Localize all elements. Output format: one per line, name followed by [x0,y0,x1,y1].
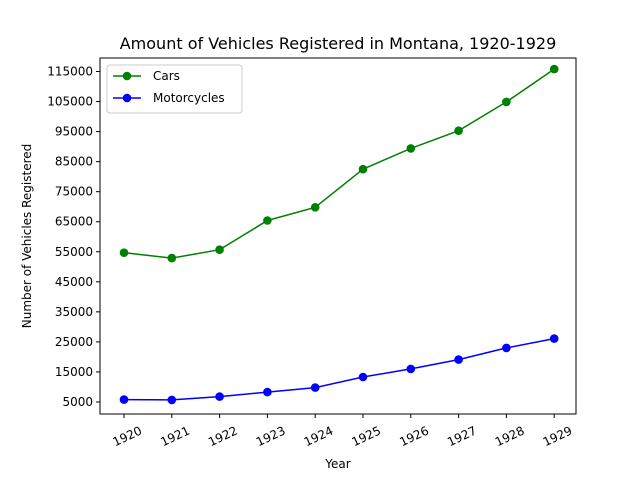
series-line-motorcycles [123,337,555,401]
y-tick-label-85000: 85000 [55,155,93,169]
data-point-motorcycles-1922 [215,392,224,401]
y-tick-label-15000: 15000 [55,365,93,379]
y-tick-label-45000: 45000 [55,275,93,289]
data-point-cars-1920 [119,248,129,257]
y-tick-label-65000: 65000 [55,215,93,229]
legend-label-cars: Cars [153,69,180,83]
data-point-cars-1921 [167,253,177,263]
legend-marker-cars [122,71,132,81]
data-point-cars-1929 [549,64,559,74]
series-line-cars [123,68,555,259]
y-tick-label-25000: 25000 [55,335,93,349]
legend-marker-motorcycles [122,93,132,103]
y-tick-label-55000: 55000 [55,245,93,259]
data-point-motorcycles-1923 [263,387,272,397]
y-tick-label-95000: 95000 [55,125,93,139]
data-point-cars-1925 [358,164,368,174]
y-tick-label-35000: 35000 [55,305,93,319]
y-tick-label-105000: 105000 [47,95,93,109]
data-point-cars-1923 [263,216,272,225]
data-point-cars-1922 [215,245,224,254]
data-point-motorcycles-1928 [502,343,511,353]
data-point-motorcycles-1925 [358,372,368,382]
y-tick-label-75000: 75000 [55,185,93,199]
series-motorcycles [119,334,559,405]
x-axis-title: Year [324,457,350,471]
data-point-cars-1927 [454,126,463,135]
legend: Cars Motorcycles [106,64,243,114]
data-point-motorcycles-1924 [310,383,320,392]
y-tick-label-115000: 115000 [47,65,93,79]
data-point-motorcycles-1921 [167,395,177,405]
data-point-motorcycles-1920 [119,395,129,404]
data-point-motorcycles-1929 [549,334,559,343]
data-point-cars-1928 [502,97,511,107]
chart-title: Amount of Vehicles Registered in Montana… [120,34,557,53]
data-point-motorcycles-1926 [406,364,416,374]
data-point-cars-1926 [406,144,416,153]
data-point-cars-1924 [310,203,320,212]
legend-box [106,64,243,114]
plot-frame [99,57,577,415]
y-tick-label-5000: 5000 [62,395,93,409]
data-point-motorcycles-1927 [454,355,463,364]
y-axis-title: Number of Vehicles Registered [20,144,34,329]
legend-label-motorcycles: Motorcycles [153,91,225,105]
series-cars [119,64,559,263]
